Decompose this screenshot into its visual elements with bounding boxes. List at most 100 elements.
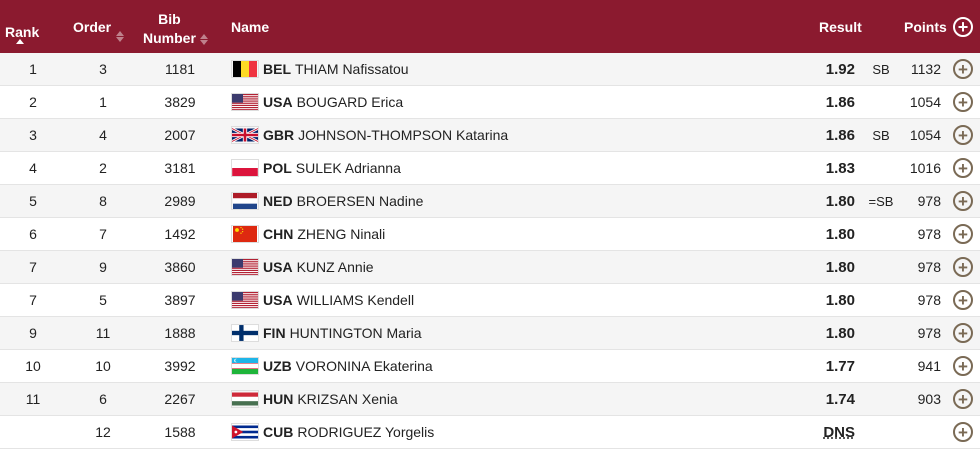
expand-plus-icon[interactable]: + (953, 356, 973, 376)
table-row[interactable]: 9 11 1888 FIN HUNTINGTON Maria 1.80 978 … (0, 317, 980, 350)
athlete-name: BOUGARD Erica (296, 94, 404, 110)
table-row[interactable]: 12 1588 CUB RODRIGUEZ Yorgelis DNS + (0, 416, 980, 449)
expand-row-cell[interactable]: + (953, 251, 973, 283)
order-cell: 7 (99, 226, 107, 242)
bib-cell: 2267 (164, 391, 196, 407)
expand-plus-icon[interactable]: + (953, 224, 973, 244)
expand-row-cell[interactable]: + (953, 218, 973, 250)
record-note (866, 152, 896, 184)
expand-row-cell[interactable]: + (953, 383, 973, 415)
record-note: SB (872, 61, 890, 77)
points-cell: 903 (917, 391, 941, 407)
expand-plus-icon[interactable]: + (953, 158, 973, 178)
rank-cell: 9 (29, 325, 37, 341)
name-cell: CUB RODRIGUEZ Yorgelis (232, 416, 434, 448)
expand-plus-icon[interactable]: + (953, 59, 973, 79)
sort-icon (16, 39, 25, 44)
name-header-label: Name (231, 19, 270, 35)
expand-plus-icon[interactable]: + (953, 290, 973, 310)
athlete-name: HUNTINGTON Maria (289, 325, 422, 341)
expand-row-cell[interactable]: + (953, 119, 973, 151)
poland-flag (232, 160, 258, 176)
noc-code: USA (263, 94, 293, 110)
expand-plus-icon[interactable]: + (953, 92, 973, 112)
points-cell: 1016 (909, 160, 941, 176)
table-row[interactable]: 7 9 3860 USA KUNZ Annie 1.80 978 + (0, 251, 980, 284)
rank-column-header[interactable]: Rank (5, 19, 39, 44)
expand-plus-icon[interactable]: + (953, 191, 973, 211)
record-note (866, 284, 896, 316)
result-cell: DNS (823, 423, 855, 441)
noc-code: GBR (263, 127, 295, 143)
table-row[interactable]: 7 5 3897 USA WILLIAMS Kendell 1.80 978 + (0, 284, 980, 317)
points-cell: 978 (917, 259, 941, 275)
athlete-name: SULEK Adrianna (295, 160, 401, 176)
noc-code: FIN (263, 325, 286, 341)
result-cell: 1.83 (825, 159, 855, 177)
expand-plus-icon[interactable]: + (953, 125, 973, 145)
bib-column-header[interactable]: Bib Number (143, 10, 196, 48)
expand-row-cell[interactable]: + (953, 86, 973, 118)
order-column-header[interactable]: Order (73, 19, 111, 35)
points-cell: 978 (917, 193, 941, 209)
expand-plus-icon[interactable]: + (953, 257, 973, 277)
athlete-name: ZHENG Ninali (297, 226, 386, 242)
points-column-header: Points (904, 19, 947, 35)
expand-row-cell[interactable]: + (953, 152, 973, 184)
points-cell: 978 (917, 226, 941, 242)
result-cell: 1.80 (825, 192, 855, 210)
expand-row-cell[interactable]: + (953, 317, 973, 349)
name-cell: USA BOUGARD Erica (232, 86, 403, 118)
result-cell: 1.80 (825, 324, 855, 342)
name-cell: CHN ZHENG Ninali (232, 218, 385, 250)
table-row[interactable]: 3 4 2007 GBR JOHNSON-THOMPSON Katarina 1… (0, 119, 980, 152)
points-cell: 1054 (909, 127, 941, 143)
order-sort-icon[interactable] (112, 31, 124, 42)
table-row[interactable]: 2 1 3829 USA BOUGARD Erica 1.86 1054 + (0, 86, 980, 119)
table-row[interactable]: 6 7 1492 CHN ZHENG Ninali 1.80 978 + (0, 218, 980, 251)
athlete-name: KUNZ Annie (296, 259, 374, 275)
table-row[interactable]: 11 6 2267 HUN KRIZSAN Xenia 1.74 903 + (0, 383, 980, 416)
result-cell: 1.86 (825, 126, 855, 144)
rank-header-label: Rank (5, 23, 40, 40)
result-header-label: Result (819, 19, 862, 35)
expand-all-plus-icon[interactable]: + (953, 17, 973, 37)
expand-plus-icon[interactable]: + (953, 389, 973, 409)
bib-cell: 1588 (164, 424, 196, 440)
expand-row-cell[interactable]: + (953, 284, 973, 316)
expand-plus-icon[interactable]: + (953, 422, 973, 442)
athlete-name: THIAM Nafissatou (295, 61, 409, 77)
name-column-header: Name (231, 19, 269, 35)
table-row[interactable]: 5 8 2989 NED BROERSEN Nadine 1.80 =SB 97… (0, 185, 980, 218)
expand-row-cell[interactable]: + (953, 185, 973, 217)
name-cell: NED BROERSEN Nadine (232, 185, 423, 217)
result-cell: 1.80 (825, 258, 855, 276)
bib-cell: 1492 (164, 226, 196, 242)
expand-row-cell[interactable]: + (953, 416, 973, 448)
usa-flag (232, 292, 258, 309)
order-header-label: Order (73, 19, 112, 35)
expand-row-cell[interactable]: + (953, 350, 973, 382)
table-row[interactable]: 4 2 3181 POL SULEK Adrianna 1.83 1016 + (0, 152, 980, 185)
points-cell: 1054 (909, 94, 941, 110)
result-cell: 1.86 (825, 93, 855, 111)
bib-sort-icon[interactable] (196, 34, 208, 45)
record-note (866, 218, 896, 250)
noc-code: USA (263, 292, 293, 308)
table-row[interactable]: 1 3 1181 BEL THIAM Nafissatou 1.92 SB 11… (0, 53, 980, 86)
points-cell (896, 416, 941, 448)
name-cell: FIN HUNTINGTON Maria (232, 317, 422, 349)
name-cell: GBR JOHNSON-THOMPSON Katarina (231, 119, 508, 151)
order-cell: 6 (99, 391, 107, 407)
expand-plus-icon[interactable]: + (953, 323, 973, 343)
noc-code: POL (263, 160, 292, 176)
name-cell: USA WILLIAMS Kendell (232, 284, 414, 316)
record-note (866, 383, 896, 415)
table-row[interactable]: 10 10 3992 UZB VORONINA Ekaterina 1.77 9… (0, 350, 980, 383)
order-cell: 11 (95, 325, 111, 341)
expand-row-cell[interactable]: + (953, 53, 973, 85)
order-cell: 5 (99, 292, 107, 308)
record-note: SB (872, 127, 890, 143)
bib-cell: 3829 (164, 94, 196, 110)
